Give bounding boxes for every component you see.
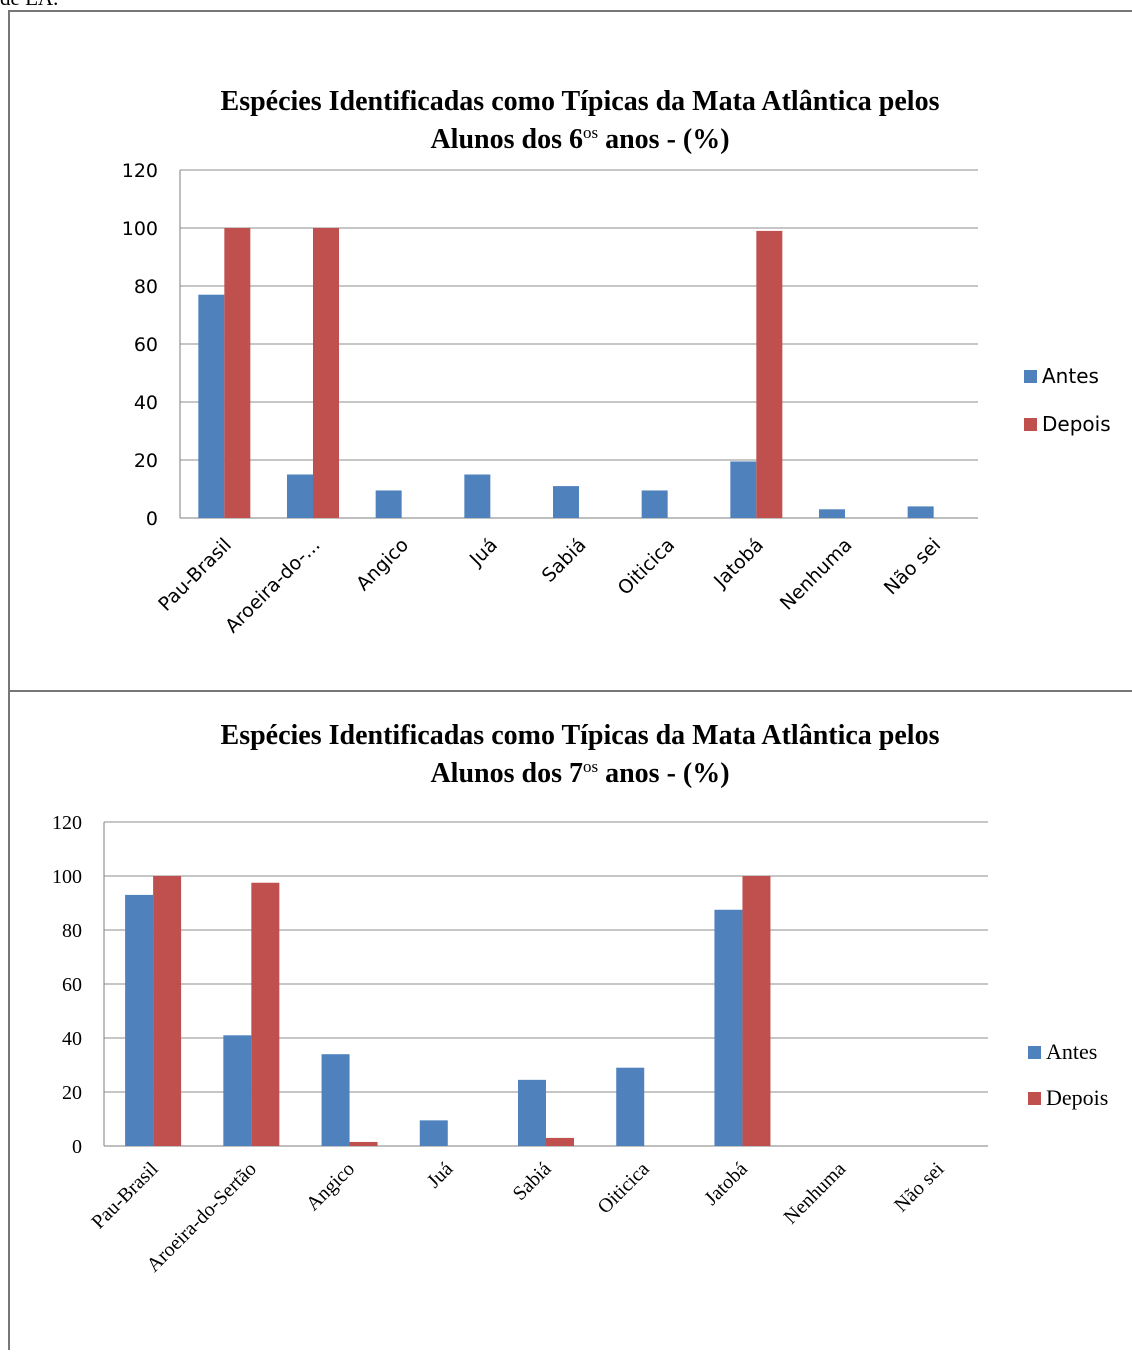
x-tick-label: Sabiá xyxy=(509,1158,556,1205)
x-tick-label: Pau-Brasil xyxy=(87,1158,163,1234)
y-tick-label: 60 xyxy=(62,974,82,996)
bar-depois-1 xyxy=(224,228,251,518)
legend-label-antes: Antes xyxy=(1042,364,1099,388)
x-tick-label: Pau-Brasil xyxy=(154,534,236,616)
chart-title-line-2-suffix: anos - (%) xyxy=(598,758,729,789)
y-tick-label: 120 xyxy=(52,812,82,834)
x-tick-label: Jatobá xyxy=(700,1158,752,1210)
y-tick-label: 60 xyxy=(134,334,158,356)
bar-depois-7 xyxy=(756,230,783,518)
chart-title-superscript: os xyxy=(583,123,598,142)
chart-title-line-2-suffix: anos - (%) xyxy=(598,124,729,155)
chart-title-line-2: Alunos dos 6os anos - (%) xyxy=(430,123,729,155)
legend-swatch-antes xyxy=(1024,370,1037,383)
bar-antes-3 xyxy=(321,1054,350,1146)
x-tick-label: Não sei xyxy=(880,534,945,599)
x-tick-label: Oiticica xyxy=(593,1158,653,1218)
bar-antes-7 xyxy=(714,909,743,1146)
bar-antes-4 xyxy=(464,474,491,518)
bar-antes-6 xyxy=(641,490,668,518)
chart-title-line-2: Alunos dos 7os anos - (%) xyxy=(430,757,729,789)
y-tick-label: 80 xyxy=(62,920,82,942)
bar-depois-2 xyxy=(251,882,280,1146)
legend-swatch-depois xyxy=(1028,1092,1041,1105)
x-tick-label: Nenhuma xyxy=(780,1158,851,1229)
bar-antes-9 xyxy=(907,506,934,518)
bar-depois-5 xyxy=(546,1137,574,1146)
bar-antes-8 xyxy=(819,509,845,518)
bar-depois-3 xyxy=(349,1141,378,1146)
page-top-text: de EA. xyxy=(0,0,58,11)
y-tick-label: 120 xyxy=(122,160,158,182)
bar-depois-1 xyxy=(153,876,182,1146)
y-tick-label: 20 xyxy=(134,450,158,472)
y-tick-label: 100 xyxy=(122,218,158,240)
bar-antes-5 xyxy=(518,1079,546,1146)
bar-antes-4 xyxy=(419,1120,448,1146)
chart-7th-grade-svg: Espécies Identificadas como Típicas da M… xyxy=(52,720,1108,1276)
x-tick-label: Nenhuma xyxy=(776,534,857,615)
y-tick-label: 0 xyxy=(146,508,158,530)
x-tick-label: Angico xyxy=(302,1158,359,1215)
y-tick-label: 40 xyxy=(62,1028,82,1050)
chart-panel-7th-grade: Espécies Identificadas como Típicas da M… xyxy=(8,690,1132,1350)
x-tick-label: Jatobá xyxy=(709,534,768,593)
bar-antes-6 xyxy=(616,1067,645,1146)
legend-label-depois: Depois xyxy=(1042,412,1111,436)
chart-6th-grade-svg: Espécies Identificadas como Típicas da M… xyxy=(122,86,1111,637)
bar-depois-2 xyxy=(313,228,339,518)
x-tick-label: Juá xyxy=(423,1158,457,1192)
x-tick-label: Juá xyxy=(465,534,502,571)
bar-depois-7 xyxy=(742,876,771,1146)
bar-antes-1 xyxy=(198,294,225,518)
y-tick-label: 0 xyxy=(72,1136,82,1158)
legend-label-antes: Antes xyxy=(1046,1039,1097,1064)
legend-label-depois: Depois xyxy=(1046,1085,1108,1110)
bar-antes-1 xyxy=(125,894,154,1146)
legend-swatch-antes xyxy=(1028,1046,1041,1059)
y-tick-label: 40 xyxy=(134,392,158,414)
chart-title-line-2-text: Alunos dos 7 xyxy=(430,758,583,789)
x-tick-label: Angico xyxy=(352,534,413,595)
x-tick-label: Aroeira-do-... xyxy=(221,534,324,637)
chart-title-superscript: os xyxy=(583,757,598,776)
y-tick-label: 100 xyxy=(52,866,82,888)
bar-antes-3 xyxy=(375,490,402,518)
bar-antes-7 xyxy=(730,461,757,518)
x-tick-label: Não sei xyxy=(890,1158,949,1217)
y-tick-label: 20 xyxy=(62,1082,82,1104)
chart-panel-6th-grade: Espécies Identificadas como Típicas da M… xyxy=(8,10,1132,690)
x-tick-label: Sabiá xyxy=(538,534,591,587)
chart-title-line-2-text: Alunos dos 6 xyxy=(430,124,583,155)
legend-swatch-depois xyxy=(1024,418,1037,431)
bar-antes-2 xyxy=(287,474,313,518)
chart-title-line-1: Espécies Identificadas como Típicas da M… xyxy=(221,720,940,751)
y-tick-label: 80 xyxy=(134,276,158,298)
chart-title-line-1: Espécies Identificadas como Típicas da M… xyxy=(221,86,940,117)
bar-antes-5 xyxy=(553,486,579,518)
x-tick-label: Oiticica xyxy=(614,534,680,600)
bar-antes-2 xyxy=(223,1035,252,1146)
